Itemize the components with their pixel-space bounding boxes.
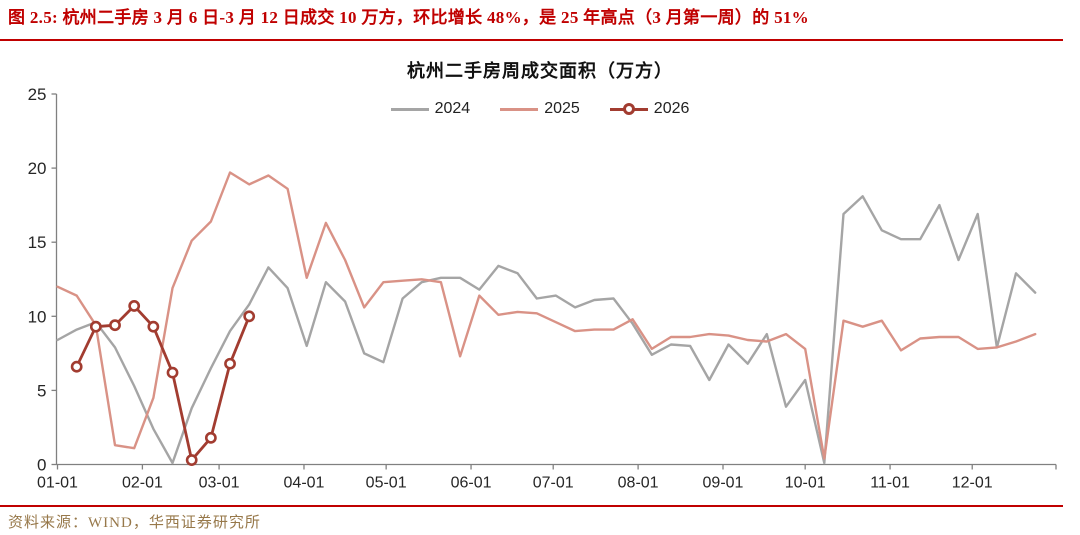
- legend-line-swatch-2025: [500, 107, 539, 111]
- x-tick-label: 04-01: [284, 475, 325, 492]
- x-tick-label: 10-01: [785, 475, 826, 492]
- x-tick-label: 06-01: [451, 475, 492, 492]
- data-point-marker-2026: [204, 431, 217, 444]
- figure-title: 图 2.5: 杭州二手房 3 月 6 日-3 月 12 日成交 10 万方，环比…: [8, 8, 809, 27]
- data-point-marker-2026: [166, 366, 179, 379]
- legend-line-swatch-2024: [390, 107, 429, 111]
- x-tick-label: 07-01: [533, 475, 574, 492]
- bottom-divider: [0, 505, 1063, 507]
- data-point-marker-2026: [147, 320, 160, 333]
- legend-circle-marker-icon: [622, 103, 635, 115]
- data-point-marker-2026: [185, 454, 198, 466]
- x-tick-label: 02-01: [122, 475, 163, 492]
- y-tick-label: 0: [37, 456, 46, 475]
- x-tick-label: 11-01: [870, 475, 910, 492]
- data-point-marker-2026: [128, 300, 141, 312]
- legend-item-2024: 2024: [390, 100, 471, 118]
- data-point-marker-2026: [89, 320, 102, 333]
- x-tick-label: 09-01: [703, 475, 744, 492]
- x-tick-label: 12-01: [952, 475, 993, 492]
- legend-line-swatch-2026: [609, 103, 648, 115]
- chart-title: 杭州二手房周成交面积（万方）: [407, 61, 673, 81]
- legend-label-2026: 2026: [653, 100, 690, 117]
- x-tick-label: 01-01: [37, 475, 78, 492]
- legend-item-2026: 2026: [609, 100, 690, 118]
- y-tick-label: 5: [37, 381, 46, 400]
- data-point-marker-2026: [243, 310, 256, 323]
- x-tick-label: 03-01: [199, 475, 240, 492]
- y-tick-label: 10: [28, 307, 47, 326]
- legend-label-2024: 2024: [434, 100, 471, 117]
- x-tick-label: 08-01: [618, 475, 659, 492]
- series-line-2024: [56, 195, 1037, 465]
- x-tick-label: 05-01: [366, 475, 407, 492]
- y-tick-label: 25: [28, 85, 47, 104]
- series-line-2026: [75, 304, 251, 462]
- series-line-2025: [56, 171, 1037, 460]
- chart-legend: 2024 2025 2026: [0, 100, 1080, 118]
- source-note: 资料来源：WIND，华西证券研究所: [8, 515, 261, 531]
- legend-label-2025: 2025: [544, 100, 580, 117]
- data-point-marker-2026: [224, 357, 236, 370]
- y-tick-label: 20: [28, 159, 47, 178]
- data-point-marker-2026: [109, 319, 121, 332]
- y-tick-label: 15: [28, 233, 47, 252]
- data-point-marker-2026: [70, 360, 83, 373]
- top-divider: [0, 39, 1063, 41]
- legend-item-2025: 2025: [500, 100, 580, 118]
